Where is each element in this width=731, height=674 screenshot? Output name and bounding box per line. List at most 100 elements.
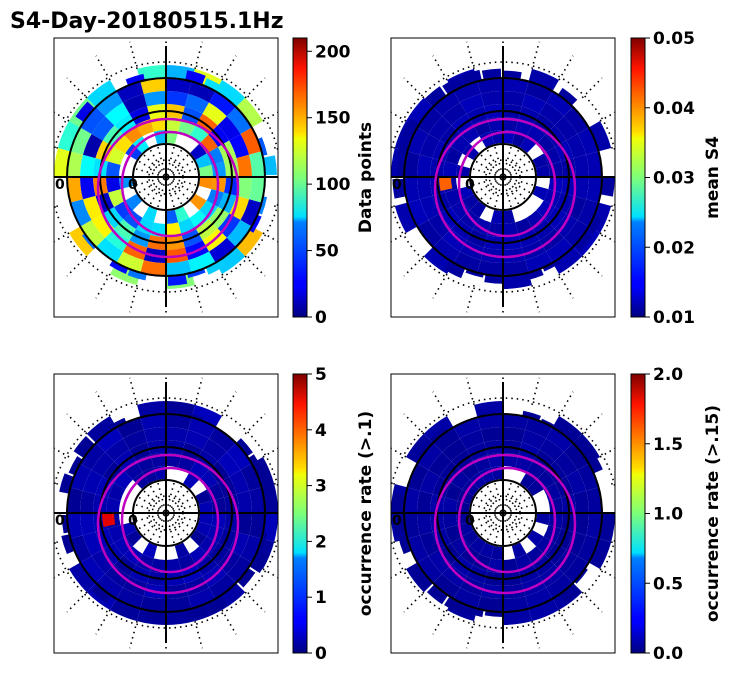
boundary-curves xyxy=(433,453,577,595)
ring-label-outer: 0 xyxy=(55,177,65,193)
heat-cell xyxy=(95,237,123,263)
heat-cell xyxy=(108,147,126,165)
heat-cell xyxy=(202,102,227,126)
dotted-radial xyxy=(194,620,204,649)
heat-cell xyxy=(195,489,212,505)
dotted-radial xyxy=(558,391,574,417)
heat-cell xyxy=(407,535,429,563)
heat-cell xyxy=(442,438,467,462)
heat-cell xyxy=(257,137,268,156)
heat-cell xyxy=(554,452,578,477)
heat-cell xyxy=(198,177,213,190)
heat-cell xyxy=(209,91,237,117)
heat-cell xyxy=(237,568,256,588)
dotted-radial xyxy=(221,391,237,417)
heat-cell xyxy=(419,195,440,220)
dotted-radial xyxy=(54,232,70,243)
dotted-radial xyxy=(244,255,266,277)
heat-cell xyxy=(80,490,96,513)
dotted-radial xyxy=(95,273,111,299)
dotted-radial xyxy=(531,284,541,313)
heat-cell xyxy=(443,497,458,513)
heat-cell xyxy=(525,587,553,609)
heat-cell xyxy=(479,542,495,559)
heat-cell xyxy=(586,487,602,513)
colorbar-label: Data points xyxy=(356,122,376,233)
heat-cell xyxy=(456,164,471,177)
heat-cell xyxy=(600,177,615,197)
heat-cell xyxy=(419,470,440,495)
heat-cell xyxy=(563,220,589,248)
heat-cell xyxy=(143,91,166,107)
colorbar-tick-label: 0.04 xyxy=(653,99,695,119)
heat-cell xyxy=(477,596,503,612)
heat-cell xyxy=(166,596,192,612)
heat-cell xyxy=(108,483,126,501)
heat-cell xyxy=(423,416,454,443)
axes-frame xyxy=(390,37,616,318)
heat-cell xyxy=(442,76,464,95)
outer-boundary xyxy=(96,117,240,259)
heat-cell xyxy=(123,93,148,114)
dotted-radial xyxy=(531,620,541,649)
heat-cell xyxy=(190,194,207,211)
heat-cell xyxy=(588,538,612,569)
heat-cell xyxy=(215,247,246,274)
heat-cell xyxy=(460,429,485,450)
heat-cell xyxy=(503,91,526,107)
heat-cell xyxy=(577,199,599,227)
heat-cell xyxy=(116,417,144,439)
dotted-radial xyxy=(66,413,88,435)
dotted-radial xyxy=(465,377,475,406)
heat-cell xyxy=(453,587,481,609)
heat-cell xyxy=(110,598,141,622)
dotted-radial xyxy=(391,568,407,579)
heat-cell xyxy=(432,573,460,599)
axes-frame xyxy=(390,373,616,654)
heat-cell xyxy=(166,427,189,443)
heat-cell xyxy=(586,151,602,177)
heat-cell xyxy=(69,226,96,257)
heat-cell xyxy=(445,147,463,165)
heat-cell xyxy=(444,596,466,614)
boundary-curves xyxy=(96,117,240,259)
heat-cell xyxy=(394,202,418,233)
heat-cell xyxy=(80,154,96,177)
heat-cell xyxy=(86,416,117,443)
heat-cell xyxy=(185,70,206,85)
heat-cell xyxy=(105,102,130,126)
colorbar-tick-label: 2.0 xyxy=(653,365,683,385)
heat-cell xyxy=(511,542,527,559)
heat-cell xyxy=(428,549,452,574)
heat-cell xyxy=(539,438,564,462)
heat-cell xyxy=(588,121,612,152)
heat-cell xyxy=(503,130,516,145)
dotted-radial xyxy=(558,273,574,299)
heat-cell xyxy=(114,536,133,556)
heat-cell xyxy=(226,106,252,134)
heat-cell xyxy=(432,237,460,263)
heat-cell xyxy=(417,220,443,248)
heat-cell xyxy=(86,80,117,107)
heat-cell xyxy=(127,269,147,281)
heat-cell xyxy=(442,228,467,252)
colorbar-tick-label: 4 xyxy=(315,421,327,441)
heat-cell xyxy=(503,427,526,443)
heat-cell xyxy=(61,534,75,555)
heat-cell xyxy=(532,153,549,169)
heat-cell xyxy=(226,442,252,470)
heat-cell xyxy=(80,106,106,134)
heat-cell xyxy=(503,558,519,573)
heat-cell xyxy=(477,414,503,430)
heat-cell xyxy=(105,438,130,462)
heat-cell xyxy=(184,93,209,114)
heat-cell xyxy=(166,130,179,145)
dotted-radial xyxy=(54,111,70,122)
heat-cell xyxy=(526,546,546,565)
heat-cell xyxy=(443,161,458,177)
heat-cell xyxy=(140,78,166,94)
heat-cell xyxy=(240,199,262,227)
colorbar xyxy=(630,373,646,654)
heat-cell xyxy=(75,101,95,122)
colorbar-label: occurrence rate (>.15) xyxy=(703,405,723,622)
